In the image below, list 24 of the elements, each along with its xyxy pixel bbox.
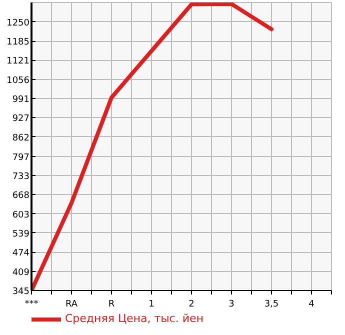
legend-label: Средняя Цена, тыс. йен [65, 312, 204, 325]
y-tick-label: 797 [12, 152, 30, 163]
y-tick-label: 603 [12, 210, 30, 220]
y-tick-label: 1121 [6, 56, 30, 67]
x-tick-label: *** [24, 300, 39, 310]
y-tick-label: 1250 [6, 18, 30, 28]
x-tick-label: 4 [308, 300, 315, 310]
x-tick-label: 1 [148, 300, 154, 310]
y-tick-label: 1185 [6, 38, 30, 48]
y-tick-label: 862 [12, 134, 30, 144]
x-tick-label: 2 [188, 300, 194, 310]
y-tick-label: 345 [12, 287, 30, 297]
x-tick-label: 3 [228, 300, 234, 310]
y-tick-label: 474 [12, 248, 30, 259]
y-tick-label: 409 [12, 268, 30, 278]
y-tick-label: 668 [12, 191, 30, 202]
y-tick-label: 927 [12, 114, 30, 124]
x-tick-label: R [108, 300, 115, 310]
y-tick-label: 991 [12, 95, 30, 106]
x-tick-label: RA [65, 300, 78, 310]
x-tick-label: 3,5 [264, 300, 279, 310]
y-tick-label: 1056 [6, 76, 30, 86]
y-tick-label: 539 [12, 229, 30, 240]
y-tick-label: 733 [12, 172, 30, 182]
